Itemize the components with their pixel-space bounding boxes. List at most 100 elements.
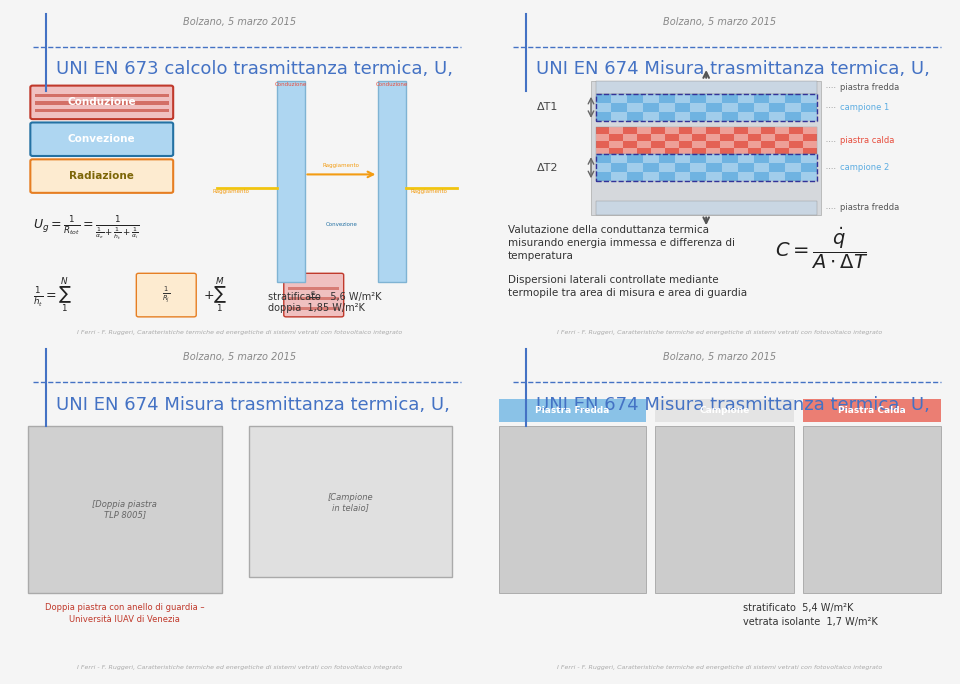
Text: $+ \sum_{1}^{M}$: $+ \sum_{1}^{M}$ bbox=[204, 275, 228, 315]
Bar bbox=[35, 94, 169, 97]
FancyBboxPatch shape bbox=[31, 159, 173, 193]
Bar bbox=[785, 163, 801, 172]
Text: campione 2: campione 2 bbox=[840, 163, 889, 172]
Text: Raggiamento: Raggiamento bbox=[323, 163, 360, 168]
Text: $C = \dfrac{\dot{q}}{A \cdot \Delta T}$: $C = \dfrac{\dot{q}}{A \cdot \Delta T}$ bbox=[775, 225, 868, 271]
Bar bbox=[738, 112, 754, 121]
Bar bbox=[656, 399, 794, 423]
Bar bbox=[776, 141, 789, 148]
Bar bbox=[595, 163, 612, 172]
Text: piastra calda: piastra calda bbox=[840, 136, 894, 146]
Bar bbox=[776, 127, 789, 134]
Bar bbox=[690, 103, 707, 112]
Bar bbox=[720, 141, 733, 148]
Bar bbox=[643, 172, 659, 181]
Bar bbox=[690, 163, 707, 172]
FancyBboxPatch shape bbox=[284, 274, 344, 317]
Bar bbox=[288, 297, 339, 300]
Bar bbox=[612, 112, 627, 121]
Bar bbox=[28, 425, 222, 593]
Bar bbox=[707, 112, 722, 121]
Text: $\frac{1}{h_t} = \sum_{1}^{N}$: $\frac{1}{h_t} = \sum_{1}^{N}$ bbox=[33, 275, 71, 315]
Bar bbox=[675, 155, 690, 163]
Bar bbox=[595, 201, 817, 215]
Bar bbox=[707, 94, 722, 103]
Bar bbox=[664, 127, 679, 134]
Text: UNI EN 674 Misura trasmittanza termica, U,: UNI EN 674 Misura trasmittanza termica, … bbox=[536, 395, 929, 414]
Bar bbox=[769, 94, 785, 103]
FancyBboxPatch shape bbox=[136, 274, 196, 317]
Bar bbox=[651, 148, 664, 155]
Bar bbox=[595, 134, 610, 141]
Bar bbox=[595, 103, 612, 112]
Bar bbox=[733, 148, 748, 155]
Bar bbox=[499, 399, 646, 423]
Bar bbox=[748, 141, 761, 148]
Text: stratificato  5,4 W/m²K
vetrata isolante  1,7 W/m²K: stratificato 5,4 W/m²K vetrata isolante … bbox=[743, 603, 877, 627]
Text: Conduzione: Conduzione bbox=[67, 97, 136, 107]
Bar bbox=[651, 134, 664, 141]
Text: UNI EN 674 Misura trasmittanza termica, U,: UNI EN 674 Misura trasmittanza termica, … bbox=[56, 395, 449, 414]
Bar bbox=[288, 307, 339, 310]
Text: I Ferri - F. Ruggeri, Caratteristiche termiche ed energetiche di sistemi vetrati: I Ferri - F. Ruggeri, Caratteristiche te… bbox=[558, 330, 882, 335]
Bar bbox=[733, 134, 748, 141]
Bar bbox=[595, 81, 817, 94]
Bar bbox=[499, 425, 646, 593]
Bar bbox=[595, 94, 817, 121]
Text: Piastra Fredda: Piastra Fredda bbox=[536, 406, 610, 415]
Text: $U_g = \frac{1}{R_{tot}} = \frac{1}{\frac{1}{\alpha_e} + \frac{1}{h_t} + \frac{1: $U_g = \frac{1}{R_{tot}} = \frac{1}{\fra… bbox=[33, 215, 139, 244]
Bar bbox=[785, 103, 801, 112]
Bar bbox=[276, 81, 304, 282]
Bar bbox=[692, 127, 707, 134]
Text: $\frac{1}{R_j}$: $\frac{1}{R_j}$ bbox=[162, 285, 171, 305]
Bar bbox=[288, 287, 339, 290]
Bar bbox=[803, 399, 941, 423]
Bar bbox=[595, 155, 817, 181]
Bar bbox=[643, 155, 659, 163]
Bar bbox=[801, 112, 817, 121]
Bar bbox=[623, 148, 637, 155]
Bar bbox=[643, 112, 659, 121]
Bar bbox=[643, 94, 659, 103]
Text: campione 1: campione 1 bbox=[840, 103, 889, 112]
Text: Bolzano, 5 marzo 2015: Bolzano, 5 marzo 2015 bbox=[663, 352, 777, 362]
Bar bbox=[675, 112, 690, 121]
Bar bbox=[612, 172, 627, 181]
Bar bbox=[720, 127, 733, 134]
Bar bbox=[707, 172, 722, 181]
Bar bbox=[250, 425, 452, 577]
Bar bbox=[754, 163, 769, 172]
Bar bbox=[378, 81, 406, 282]
Text: [Campione
in telaio]: [Campione in telaio] bbox=[327, 493, 373, 512]
Bar bbox=[803, 141, 817, 148]
Bar bbox=[656, 425, 794, 593]
Bar bbox=[595, 148, 610, 155]
Text: Bolzano, 5 marzo 2015: Bolzano, 5 marzo 2015 bbox=[183, 17, 297, 27]
Text: piastra fredda: piastra fredda bbox=[840, 83, 900, 92]
Bar bbox=[35, 109, 169, 112]
Bar bbox=[595, 127, 817, 155]
Bar bbox=[707, 134, 720, 141]
FancyBboxPatch shape bbox=[31, 122, 173, 156]
Bar bbox=[801, 172, 817, 181]
Bar bbox=[612, 94, 627, 103]
Bar bbox=[35, 101, 169, 105]
Text: Doppia piastra con anello di guardia –
Università IUAV di Venezia: Doppia piastra con anello di guardia – U… bbox=[45, 603, 204, 624]
Text: ΔT1: ΔT1 bbox=[538, 103, 559, 112]
Text: I Ferri - F. Ruggeri, Caratteristiche termiche ed energetiche di sistemi vetrati: I Ferri - F. Ruggeri, Caratteristiche te… bbox=[78, 330, 402, 335]
Bar bbox=[769, 112, 785, 121]
Text: stratificato   5,6 W/m²K
doppia  1,85 W/m²K: stratificato 5,6 W/m²K doppia 1,85 W/m²K bbox=[268, 291, 381, 313]
Bar bbox=[803, 127, 817, 134]
Bar bbox=[738, 94, 754, 103]
Bar bbox=[769, 172, 785, 181]
Text: Raggiamento: Raggiamento bbox=[411, 189, 447, 194]
Bar bbox=[801, 94, 817, 103]
Text: Conduzione: Conduzione bbox=[376, 82, 408, 88]
Bar bbox=[722, 163, 738, 172]
Text: I Ferri - F. Ruggeri, Caratteristiche termiche ed energetiche di sistemi vetrati: I Ferri - F. Ruggeri, Caratteristiche te… bbox=[78, 666, 402, 670]
Bar bbox=[803, 425, 941, 593]
Bar bbox=[675, 94, 690, 103]
Bar bbox=[761, 134, 776, 141]
Text: Convezione: Convezione bbox=[68, 134, 135, 144]
Bar bbox=[748, 127, 761, 134]
